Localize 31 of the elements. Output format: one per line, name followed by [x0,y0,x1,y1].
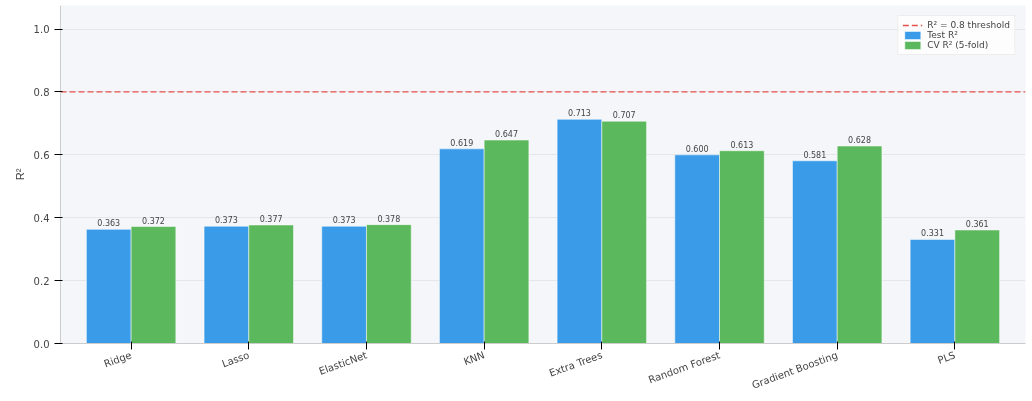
legend-label: CV R² (5-fold) [927,40,989,50]
data-label: 0.713 [568,109,591,119]
y-tick-label: 0.6 [33,149,50,161]
data-label: 0.373 [214,216,238,226]
y-tick-label: 0.0 [33,338,50,350]
data-label: 0.707 [612,111,636,121]
y-tick-label: 0.2 [33,275,50,287]
data-label: 0.363 [97,219,121,229]
y-tick-label: 0.4 [33,212,50,224]
data-label: 0.373 [332,216,356,226]
data-label: 0.372 [142,216,165,226]
data-label: 0.361 [965,219,989,229]
data-label: 0.331 [921,229,944,239]
data-label: 0.647 [495,130,518,140]
data-label: 0.628 [848,136,872,146]
data-label: 0.377 [259,214,283,224]
y-tick-label: 1.0 [33,24,50,36]
x-tick-label: Extra Trees [547,349,604,379]
y-tick-label: 0.8 [33,86,50,98]
legend-label: R² = 0.8 threshold [927,20,1010,30]
data-label: 0.378 [377,214,401,224]
data-label: 0.600 [685,144,709,154]
legend-label: Test R² [927,30,958,40]
x-tick-label: Lasso [220,349,251,370]
x-tick-label: Ridge [102,349,133,370]
data-label: 0.613 [730,140,754,150]
y-axis-title: R² [13,168,26,181]
x-tick-label: PLS [936,349,957,366]
data-label: 0.581 [803,150,827,160]
x-tick-label: KNN [462,349,487,368]
data-label: 0.619 [450,138,474,148]
